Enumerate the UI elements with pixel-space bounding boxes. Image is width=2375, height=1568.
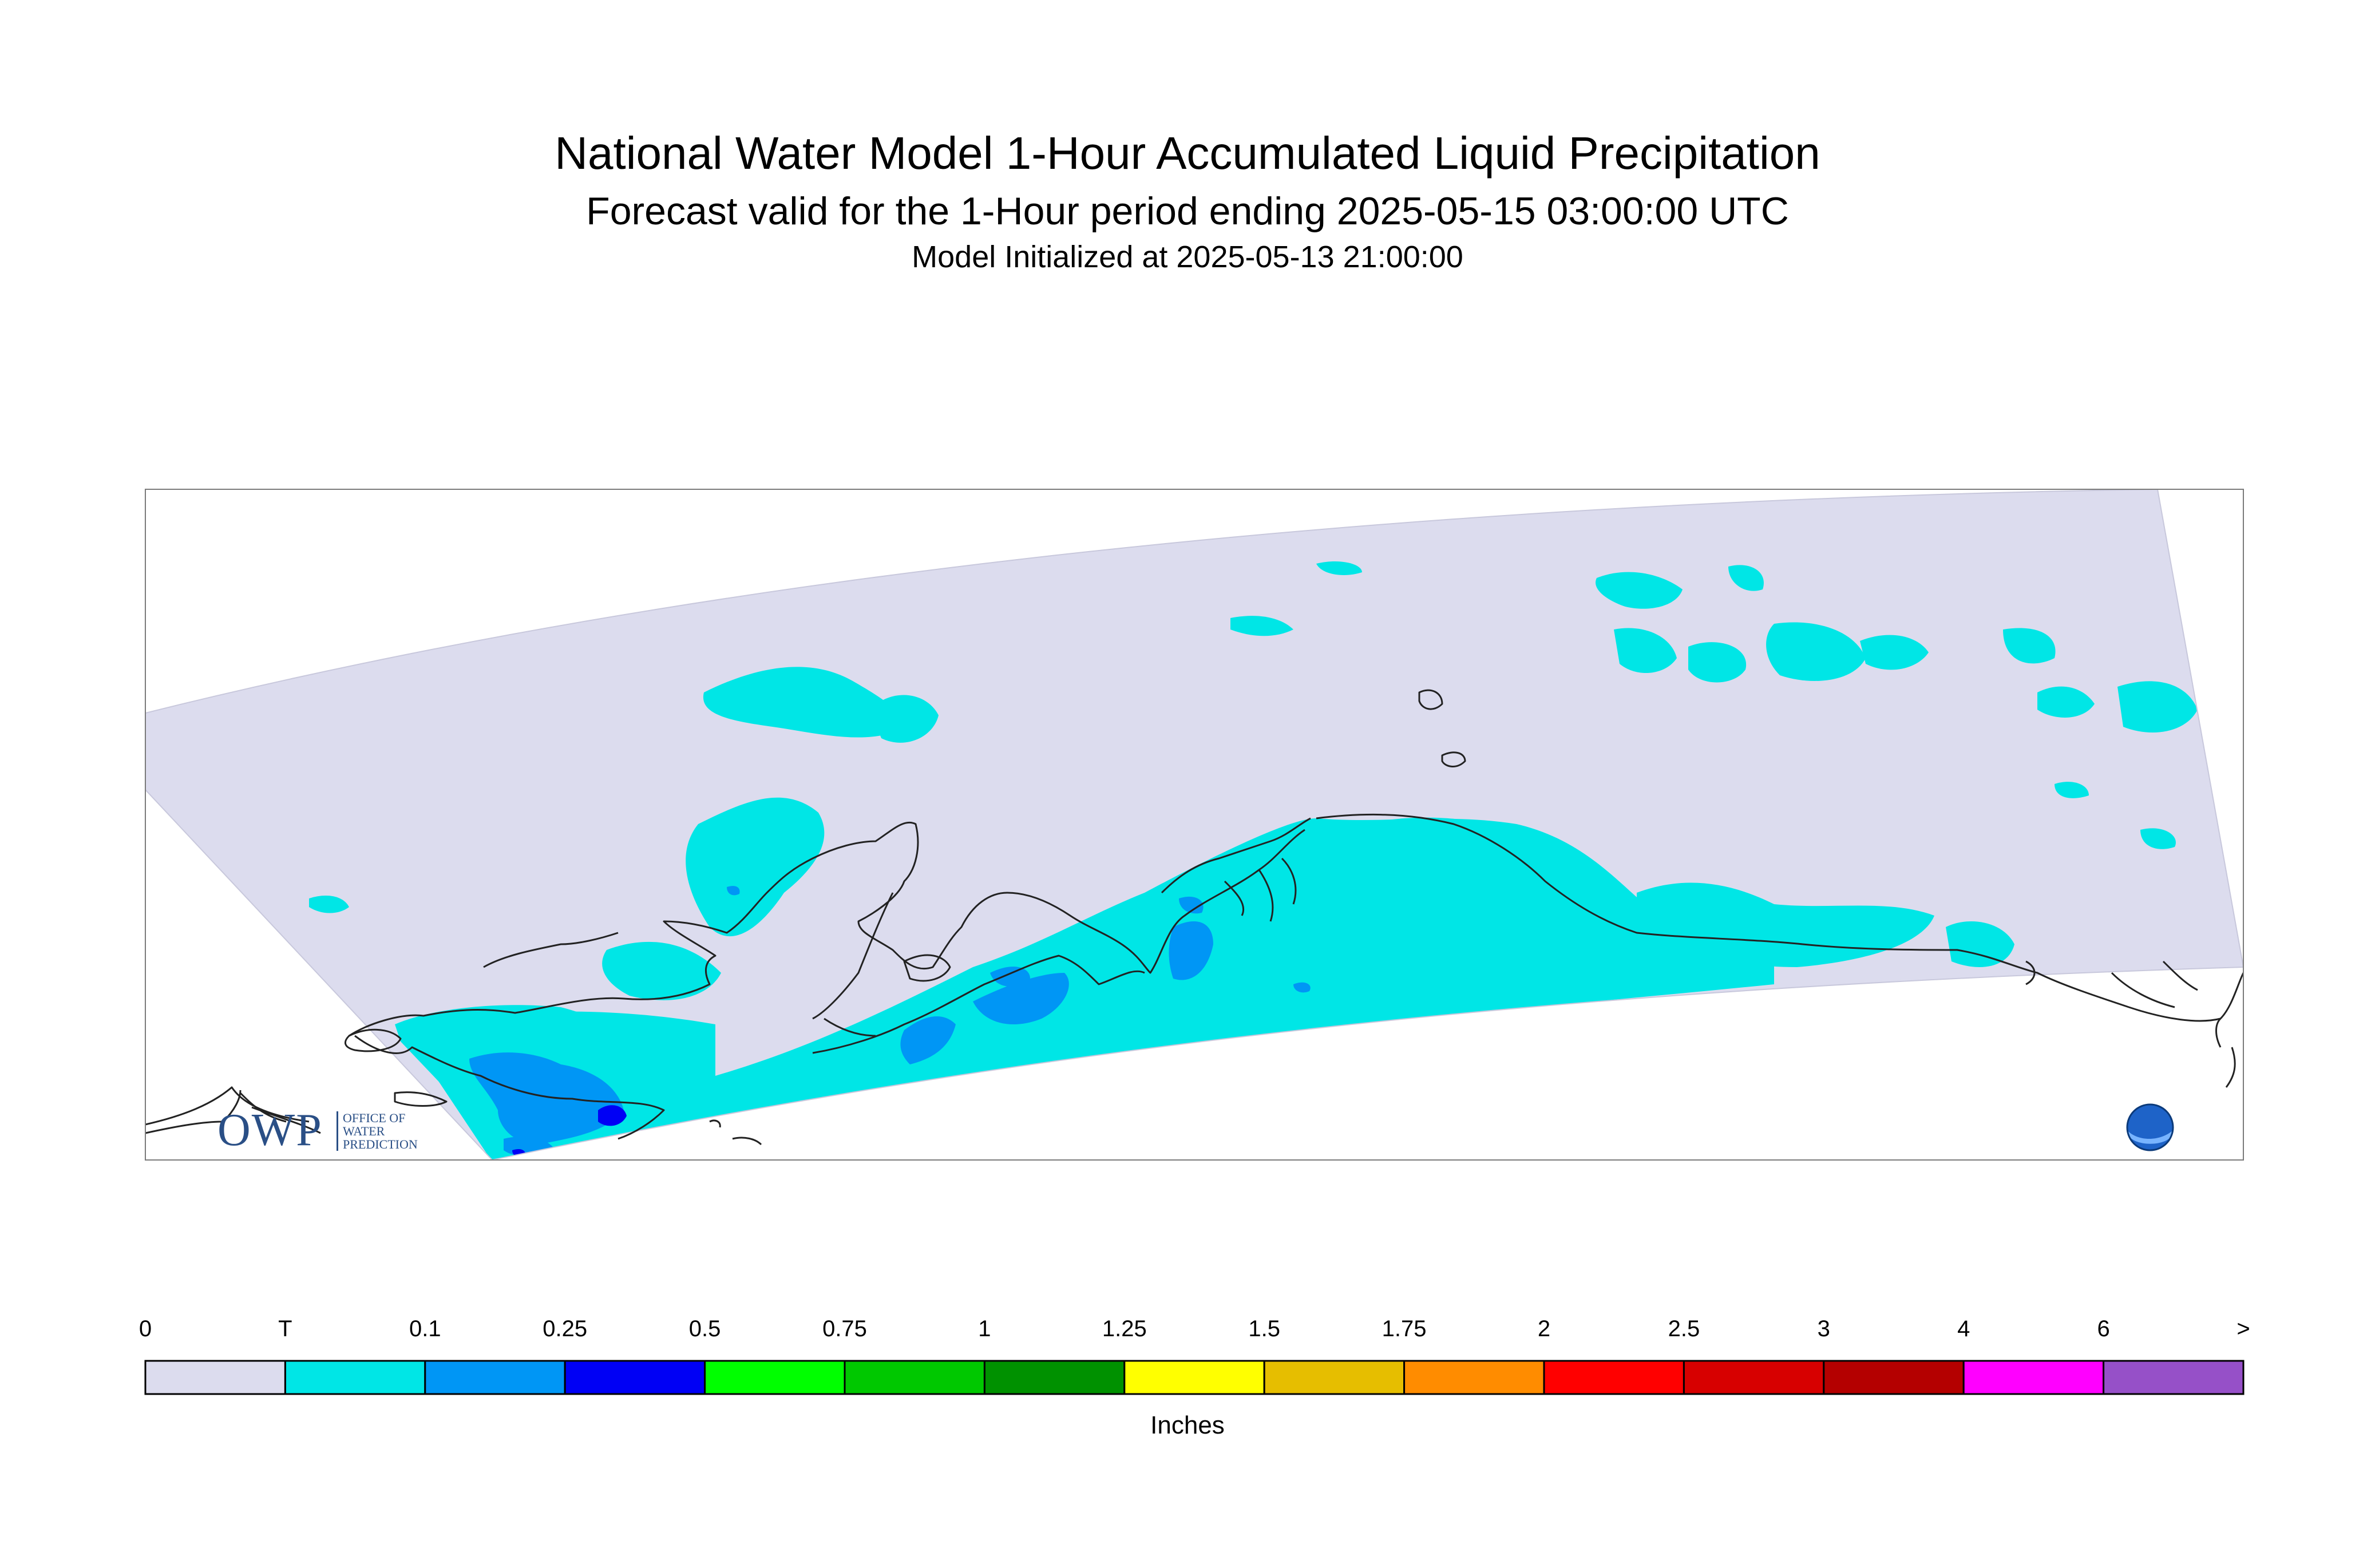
owp-logo: OWP OFFICE OF WATER PREDICTION bbox=[217, 1104, 418, 1157]
coastline-cook-inlet bbox=[812, 892, 894, 1037]
coastlines bbox=[145, 689, 2243, 1146]
owp-logo-line: OFFICE OF bbox=[343, 1111, 406, 1125]
model-init-line: Model Initialized at 2025-05-13 21:00:00 bbox=[912, 240, 1463, 274]
precip-blue-inland bbox=[727, 886, 740, 896]
legend-swatch bbox=[1123, 1360, 1265, 1395]
island-kodiak bbox=[903, 954, 951, 982]
legend-swatch bbox=[1683, 1360, 1825, 1395]
legend-swatch bbox=[1962, 1360, 2105, 1395]
precip-blue-southwest-1 bbox=[469, 1052, 624, 1145]
legend-swatch bbox=[424, 1360, 566, 1395]
precip-blue-kenai bbox=[900, 1016, 956, 1064]
precip-trace-east-1 bbox=[2037, 686, 2095, 718]
precip-blue-copper bbox=[1179, 896, 1204, 914]
map-subtitle: Forecast valid for the 1-Hour period end… bbox=[586, 189, 1789, 233]
legend-swatch bbox=[284, 1360, 426, 1395]
legend-swatch bbox=[564, 1360, 706, 1395]
precip-light-blue-areas bbox=[469, 886, 1311, 1157]
precip-trace-inland-north bbox=[703, 667, 902, 738]
precip-trace-inland-west bbox=[686, 797, 825, 937]
map-title: National Water Model 1-Hour Accumulated … bbox=[555, 128, 1820, 179]
precip-trace-northwest-1 bbox=[1230, 616, 1293, 636]
precip-blue-prince-william bbox=[1169, 921, 1213, 980]
map-frame bbox=[145, 489, 2244, 1161]
legend-swatch bbox=[1403, 1360, 1545, 1395]
owp-logo-line: WATER bbox=[343, 1124, 385, 1138]
precip-blue-peninsula-2 bbox=[990, 967, 1030, 987]
noaa-logo-graphic bbox=[2126, 1103, 2174, 1151]
precip-trace-northwest-2 bbox=[1316, 561, 1362, 575]
island-nunivak bbox=[345, 1028, 402, 1052]
owp-logo-line: PREDICTION bbox=[343, 1137, 418, 1151]
coastline-southwest bbox=[354, 1035, 665, 1140]
precip-trace-east-3 bbox=[2140, 828, 2176, 849]
precip-trace-east-2 bbox=[2117, 681, 2198, 732]
precip-trace-northeast-2 bbox=[1614, 628, 1677, 674]
precip-trace-gulf-east bbox=[1328, 817, 1637, 922]
precip-trace-southeast-coast bbox=[1637, 882, 1934, 967]
precip-trace-west-blob bbox=[602, 941, 721, 1000]
precip-blue-gulf bbox=[1293, 982, 1311, 993]
coastline-mainland bbox=[145, 821, 1305, 1126]
precip-trace-northeast-5 bbox=[1728, 565, 1764, 591]
precip-trace-northeast-1 bbox=[1596, 572, 1683, 609]
island-west-small bbox=[709, 1119, 762, 1146]
coastline-far-east bbox=[2111, 960, 2198, 1008]
coastline-prince-william bbox=[1161, 817, 1311, 922]
legend-swatch bbox=[704, 1360, 846, 1395]
precip-trace-far-west bbox=[309, 896, 349, 913]
legend-swatch bbox=[983, 1360, 1126, 1395]
legend-swatch bbox=[144, 1360, 286, 1395]
coastline-alaska-peninsula bbox=[812, 955, 1145, 1054]
legend-swatch bbox=[1263, 1360, 1406, 1395]
precip-trace-northeast-4 bbox=[1766, 622, 1866, 681]
legend-color-bar bbox=[144, 1360, 2245, 1395]
precip-trace-northeast-3 bbox=[1688, 642, 1747, 683]
island-north-2 bbox=[1441, 751, 1466, 767]
precip-darkblue-cook-inlet bbox=[598, 1105, 627, 1126]
owp-logo-text: OFFICE OF WATER PREDICTION bbox=[337, 1111, 418, 1151]
island-north-1 bbox=[1418, 689, 1443, 710]
precip-trace-northeast-6 bbox=[1860, 635, 1929, 670]
legend-units: Inches bbox=[1150, 1411, 1225, 1439]
coastline-southeast bbox=[1316, 813, 2221, 1022]
legend-swatch bbox=[844, 1360, 985, 1395]
coastline-aleutian-west bbox=[145, 1090, 321, 1134]
owp-logo-mark: OWP bbox=[217, 1105, 323, 1155]
legend-swatch bbox=[1543, 1360, 1685, 1395]
coastline-panhandle bbox=[2025, 960, 2243, 1088]
precip-trace-east-4 bbox=[2003, 628, 2056, 664]
precip-trace-east-5 bbox=[2055, 782, 2089, 798]
precip-trace-central-north bbox=[870, 695, 939, 743]
precip-trace-panhandle bbox=[1946, 921, 2014, 967]
legend-swatch bbox=[2103, 1360, 2245, 1395]
precip-blue-peninsula-1 bbox=[973, 973, 1069, 1024]
legend-swatch bbox=[1823, 1360, 1965, 1395]
island-peninsula-tip bbox=[483, 932, 619, 968]
island-st-lawrence bbox=[394, 1091, 448, 1107]
